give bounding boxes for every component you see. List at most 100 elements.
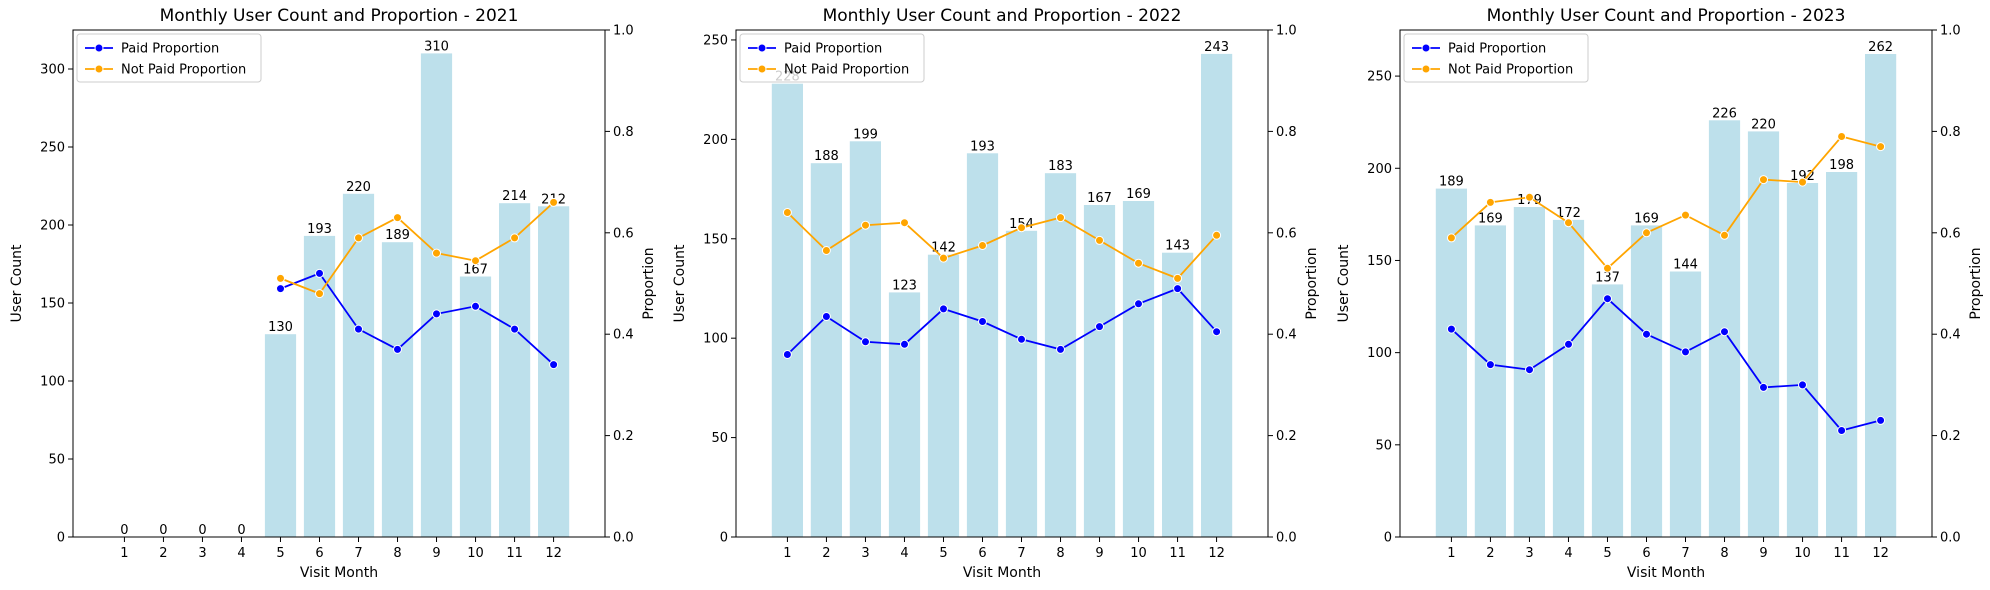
bar-6: [1630, 225, 1663, 537]
not-paid-point-12: [1876, 142, 1886, 152]
x-tick-label-2: 2: [1486, 546, 1494, 561]
bar-label-8: 189: [385, 228, 410, 243]
x-tick-label-9: 9: [1095, 546, 1103, 561]
x-tick-label-4: 4: [237, 546, 245, 561]
bar-8: [1044, 173, 1077, 537]
bar-label-12: 243: [1204, 40, 1229, 55]
bar-1: [1435, 188, 1467, 537]
y-tick-label-200: 200: [703, 133, 728, 148]
x-tick-label-8: 8: [1056, 546, 1064, 561]
not-paid-point-2: [1485, 197, 1495, 207]
x-tick-label-8: 8: [393, 546, 401, 561]
x-tick-label-12: 12: [545, 546, 562, 561]
bar-2: [810, 163, 842, 537]
legend-label-not-paid: Not Paid Proportion: [121, 63, 246, 78]
bar-10: [1786, 183, 1819, 537]
paid-point-8: [1056, 344, 1065, 354]
legend: Paid Proportion Not Paid Proportion: [739, 33, 925, 83]
paid-point-12: [1212, 327, 1222, 337]
bar-5: [927, 254, 960, 537]
not-paid-point-4: [1564, 218, 1573, 228]
not-paid-point-10: [1134, 258, 1143, 268]
paid-point-2: [1485, 360, 1495, 370]
legend-marker-not-paid: [94, 64, 104, 74]
legend-marker-not-paid: [1421, 64, 1431, 74]
paid-point-7: [1681, 347, 1690, 357]
paid-point-11: [1173, 284, 1183, 294]
paid-point-5: [276, 284, 285, 294]
not-paid-point-6: [1642, 228, 1651, 238]
bar-label-10: 169: [1126, 187, 1151, 202]
plot-frame: [735, 29, 1269, 538]
paid-point-7: [354, 324, 363, 334]
y-tick-label-100: 100: [40, 375, 65, 390]
y-tick-label-50: 50: [711, 431, 728, 446]
chart-title: Monthly User Count and Proportion - 2022: [823, 6, 1182, 26]
paid-point-2: [821, 312, 831, 321]
paid-point-1: [782, 350, 792, 359]
x-axis-label: Visit Month: [300, 565, 378, 581]
not-paid-point-4: [900, 218, 909, 228]
x-tick-label-12: 12: [1208, 546, 1225, 561]
x-axis-label: Visit Month: [963, 565, 1041, 581]
not-paid-point-3: [861, 220, 870, 230]
y-tick-label-0: 0: [720, 531, 728, 546]
paid-point-12: [1876, 415, 1886, 425]
not-paid-point-1: [782, 208, 792, 217]
not-paid-point-8: [393, 213, 402, 223]
bar-5: [1591, 284, 1624, 537]
bar-label-2: 188: [814, 149, 839, 164]
y2-tick-label-0.0: 0.0: [1276, 531, 1297, 546]
chart-panel-3: 189 169 1 7 9 172 137 169 144 226 220 192 198 262 12 3 4…: [1336, 6, 1984, 581]
y2-tick-label-0.8: 0.8: [613, 125, 634, 140]
paid-point-6: [978, 317, 987, 326]
y-axis-label: User Count: [672, 244, 688, 322]
bar-label-9: 310: [424, 39, 449, 54]
not-paid-point-10: [1798, 177, 1807, 187]
y2-axis-label: Proportion: [1968, 247, 1984, 319]
y-tick-label-250: 250: [703, 33, 728, 48]
bar-label-8: 226: [1712, 106, 1737, 121]
bar-7: [342, 193, 375, 538]
x-tick-label-7: 7: [1681, 546, 1689, 561]
not-paid-point-9: [1759, 175, 1768, 185]
paid-point-5: [939, 304, 948, 314]
bar-label-7: 220: [346, 180, 371, 195]
not-paid-point-5: [276, 273, 285, 283]
x-tick-label-3: 3: [198, 546, 206, 561]
x-tick-label-5: 5: [276, 546, 284, 561]
x-tick-label-6: 6: [1642, 546, 1650, 561]
y-tick-label-200: 200: [1367, 162, 1392, 177]
y2-tick-label-0.4: 0.4: [613, 328, 634, 343]
x-tick-label-6: 6: [315, 546, 323, 561]
x-tick-label-7: 7: [354, 546, 362, 561]
x-tick-label-6: 6: [978, 546, 986, 561]
not-paid-proportion-line: [280, 201, 555, 295]
legend-marker-paid: [94, 43, 104, 53]
x-tick-label-8: 8: [1720, 546, 1728, 561]
paid-point-8: [393, 344, 402, 354]
legend-box: [1403, 33, 1589, 83]
not-paid-point-1: [1446, 233, 1456, 243]
not-paid-point-6: [978, 241, 987, 250]
bar-label-5: 137: [1595, 270, 1620, 285]
x-tick-label-10: 10: [1794, 546, 1811, 561]
bar-9: [420, 53, 453, 538]
bar-11: [499, 203, 531, 537]
not-paid-point-6: [315, 289, 324, 299]
y-tick-label-100: 100: [703, 332, 728, 347]
bar-label-6: 193: [970, 139, 995, 154]
bar-8: [381, 242, 414, 537]
bar-label-11: 198: [1829, 158, 1854, 173]
paid-point-10: [471, 301, 480, 311]
y-tick-label-300: 300: [40, 63, 65, 78]
not-paid-point-12: [549, 197, 559, 207]
y2-tick-label-0.4: 0.4: [1940, 328, 1961, 343]
bar-6: [966, 153, 999, 538]
not-paid-point-12: [1212, 230, 1222, 240]
bar-label-3: 0: [198, 523, 206, 538]
bar-label-11: 143: [1165, 239, 1190, 254]
bar-label-4: 172: [1556, 206, 1581, 221]
bar-12: [1201, 53, 1233, 538]
bar-label-6: 193: [307, 222, 332, 237]
